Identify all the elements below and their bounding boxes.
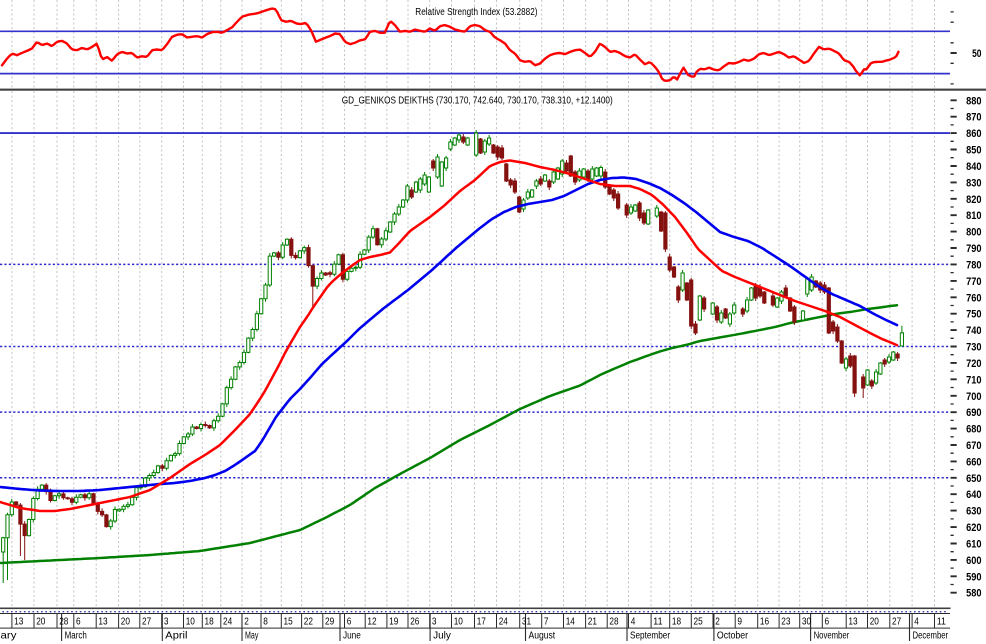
svg-text:19: 19: [389, 615, 398, 627]
svg-text:2: 2: [715, 615, 720, 627]
svg-text:22: 22: [304, 615, 313, 627]
svg-text:13: 13: [98, 615, 107, 627]
svg-text:21: 21: [588, 615, 597, 627]
svg-text:810: 810: [966, 210, 981, 222]
svg-text:March: March: [65, 630, 87, 641]
svg-text:4: 4: [631, 615, 636, 627]
svg-text:3: 3: [432, 615, 437, 627]
svg-text:24: 24: [223, 615, 232, 627]
svg-text:730: 730: [966, 342, 981, 354]
svg-text:30: 30: [802, 615, 811, 627]
svg-text:8: 8: [263, 615, 268, 627]
svg-text:20: 20: [121, 615, 130, 627]
svg-text:3: 3: [164, 615, 169, 627]
svg-text:830: 830: [966, 177, 981, 189]
svg-text:GD_GENIKOS DEIKTHS (730.170, 7: GD_GENIKOS DEIKTHS (730.170, 742.640, 73…: [342, 94, 613, 106]
svg-text:9: 9: [737, 615, 742, 627]
svg-text:880: 880: [966, 95, 981, 107]
svg-text:24: 24: [499, 615, 508, 627]
svg-text:April: April: [165, 630, 187, 641]
svg-text:27: 27: [892, 615, 901, 627]
svg-text:6: 6: [347, 615, 352, 627]
svg-text:November: November: [814, 630, 850, 641]
svg-text:610: 610: [966, 539, 981, 551]
svg-text:720: 720: [966, 358, 981, 370]
svg-text:740: 740: [966, 325, 981, 337]
svg-text:680: 680: [966, 424, 981, 436]
svg-text:640: 640: [966, 489, 981, 501]
svg-text:10: 10: [186, 615, 195, 627]
svg-text:6: 6: [825, 615, 830, 627]
svg-text:15: 15: [284, 615, 293, 627]
svg-text:50: 50: [972, 48, 981, 60]
svg-text:860: 860: [966, 128, 981, 140]
svg-text:13: 13: [848, 615, 857, 627]
svg-text:750: 750: [966, 309, 981, 321]
svg-text:2: 2: [244, 615, 249, 627]
svg-text:690: 690: [966, 407, 981, 419]
svg-text:840: 840: [966, 161, 981, 173]
svg-text:600: 600: [966, 555, 981, 567]
svg-text:27: 27: [142, 615, 151, 627]
svg-text:25: 25: [694, 615, 703, 627]
svg-text:13: 13: [14, 615, 23, 627]
svg-text:14: 14: [566, 615, 575, 627]
svg-text:20: 20: [870, 615, 879, 627]
svg-text:26: 26: [410, 615, 419, 627]
svg-text:12: 12: [367, 615, 376, 627]
svg-text:620: 620: [966, 522, 981, 534]
svg-text:870: 870: [966, 112, 981, 124]
svg-text:29: 29: [325, 615, 334, 627]
svg-text:6: 6: [76, 615, 81, 627]
svg-text:790: 790: [966, 243, 981, 255]
svg-text:710: 710: [966, 374, 981, 386]
svg-text:28: 28: [59, 615, 68, 627]
svg-text:760: 760: [966, 292, 981, 304]
svg-text:700: 700: [966, 391, 981, 403]
svg-text:7: 7: [544, 615, 549, 627]
svg-text:18: 18: [672, 615, 681, 627]
svg-text:630: 630: [966, 506, 981, 518]
svg-text:590: 590: [966, 571, 981, 583]
svg-text:10: 10: [454, 615, 463, 627]
svg-text:850: 850: [966, 145, 981, 157]
svg-text:May: May: [245, 630, 258, 641]
svg-text:August: August: [529, 630, 556, 641]
svg-text:20: 20: [36, 615, 45, 627]
svg-text:17: 17: [477, 615, 486, 627]
svg-text:780: 780: [966, 259, 981, 271]
svg-text:770: 770: [966, 276, 981, 288]
svg-text:800: 800: [966, 227, 981, 239]
svg-text:11: 11: [937, 615, 946, 627]
svg-text:23: 23: [781, 615, 790, 627]
svg-text:580: 580: [966, 588, 981, 600]
svg-text:31: 31: [522, 615, 531, 627]
svg-text:October: October: [717, 630, 749, 641]
svg-text:670: 670: [966, 440, 981, 452]
svg-text:June: June: [343, 630, 361, 641]
svg-text:4: 4: [914, 615, 919, 627]
svg-text:December: December: [913, 630, 949, 641]
svg-text:September: September: [630, 630, 671, 641]
svg-text:July: July: [433, 630, 451, 641]
svg-text:660: 660: [966, 456, 981, 468]
svg-text:28: 28: [609, 615, 618, 627]
svg-text:Relative Strength Index (53.28: Relative Strength Index (53.2882): [415, 6, 537, 18]
svg-text:650: 650: [966, 473, 981, 485]
svg-text:820: 820: [966, 194, 981, 206]
svg-text:16: 16: [760, 615, 769, 627]
svg-text:11: 11: [653, 615, 662, 627]
svg-text:February: February: [0, 630, 17, 641]
svg-text:18: 18: [205, 615, 214, 627]
